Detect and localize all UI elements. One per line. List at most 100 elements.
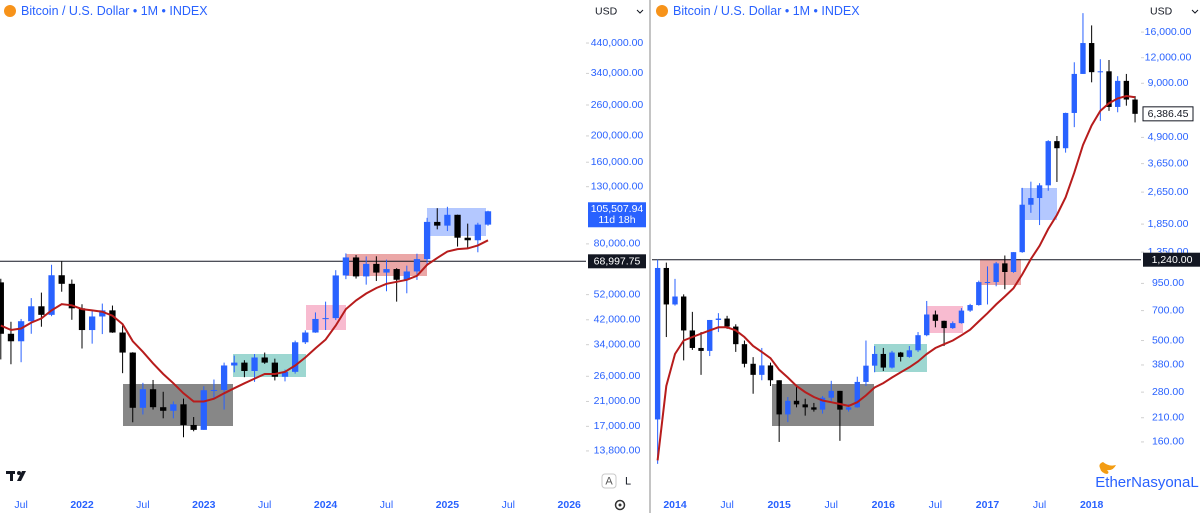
candle-body	[993, 263, 999, 283]
x-tick-label: Jul	[258, 499, 271, 511]
candle-body	[680, 296, 687, 331]
y-tick-label: 13,800.00	[594, 445, 641, 457]
candle-body	[363, 263, 370, 277]
candle-body	[423, 221, 431, 260]
candle-body	[89, 316, 96, 331]
candle-body	[261, 357, 268, 363]
zone-box	[927, 306, 963, 333]
candle-body	[271, 362, 278, 377]
y-tick-label: 9,000.00	[1148, 77, 1189, 89]
candle-body	[1123, 80, 1130, 100]
x-tick-label: 2017	[976, 499, 1000, 511]
candle-body	[733, 326, 739, 345]
candle-body	[828, 390, 834, 398]
candle-body	[663, 267, 670, 305]
candle-body	[880, 353, 887, 368]
price-line-label: 1,240.00	[1152, 254, 1193, 266]
y-tick-label: 700.00	[1152, 304, 1184, 316]
candle-body	[1054, 141, 1060, 149]
candle-body	[7, 333, 15, 342]
candle-body	[707, 319, 713, 351]
x-tick-label: Jul	[136, 499, 149, 511]
candle-body	[119, 332, 126, 353]
currency-selector: USD	[1150, 5, 1173, 17]
candle-body	[17, 321, 25, 342]
candle-body	[200, 390, 207, 430]
moving-average	[0, 239, 489, 403]
auto-scale-button[interactable]	[601, 473, 617, 489]
candle-body	[967, 305, 973, 311]
candle-body	[1036, 185, 1043, 199]
candle-body	[484, 211, 492, 225]
candle-body	[932, 314, 939, 321]
y-tick-label: 130,000.00	[591, 180, 644, 192]
watermark-text: EtherNasyonaL	[1095, 474, 1198, 491]
x-tick-label: 2026	[558, 499, 582, 511]
coin-icon	[656, 5, 668, 17]
candle-body	[322, 318, 329, 320]
candle-body	[383, 269, 390, 273]
x-tick-label: Jul	[380, 499, 393, 511]
candle-body	[950, 323, 956, 329]
y-tick-label: 16,000.00	[1145, 26, 1192, 38]
x-tick-label: Jul	[1033, 499, 1046, 511]
candle-body	[170, 404, 177, 411]
currency-chevron	[1191, 9, 1199, 14]
last-price-label: 6,386.45	[1148, 108, 1189, 120]
y-tick-label: 340,000.00	[591, 67, 644, 79]
coin-icon	[4, 5, 16, 17]
candle-body	[149, 389, 157, 408]
candle-body	[180, 404, 187, 425]
candles	[0, 206, 492, 438]
candle-body	[819, 397, 826, 410]
candle-body	[109, 310, 116, 333]
candle-body	[976, 282, 982, 306]
candle-body	[767, 365, 774, 381]
candle-body	[0, 282, 4, 334]
candle-body	[474, 224, 481, 241]
chart-title: Bitcoin / U.S. Dollar • 1M • INDEX	[673, 4, 860, 18]
y-tick-label: 280.00	[1152, 386, 1184, 398]
candle-body	[190, 424, 197, 430]
watermark-bird	[1099, 462, 1116, 474]
candle-body	[1106, 71, 1112, 107]
x-tick-label: 2023	[192, 499, 216, 511]
candle-body	[38, 306, 45, 315]
candle-body	[915, 335, 921, 351]
last-price-box	[588, 202, 646, 228]
candle-body	[1132, 99, 1138, 114]
candle-body	[924, 314, 930, 336]
candle-body	[403, 271, 410, 280]
candle-body	[811, 407, 817, 410]
candle-body	[871, 353, 878, 366]
x-tick-label: Jul	[929, 499, 942, 511]
countdown-label: 11d 18h	[598, 214, 635, 226]
candle-body	[129, 352, 136, 408]
tv-logo	[6, 471, 26, 481]
settings-icon[interactable]	[614, 499, 626, 511]
x-tick-label: Jul	[14, 499, 27, 511]
candle-body	[231, 362, 238, 366]
y-tick-label: 42,000.00	[594, 314, 641, 326]
y-tick-label: 52,000.00	[594, 288, 641, 300]
candle-body	[1097, 71, 1104, 73]
candle-body	[863, 365, 869, 382]
x-tick-label: Jul	[825, 499, 838, 511]
candle-body	[251, 357, 258, 371]
auto-scale-label[interactable]: A	[605, 475, 613, 487]
candle-body	[958, 310, 965, 324]
candle-body	[1019, 204, 1025, 253]
x-tick-label: Jul	[502, 499, 515, 511]
candle-body	[724, 318, 730, 327]
log-scale-label[interactable]: L	[625, 475, 631, 487]
candle-body	[241, 362, 248, 371]
candle-body	[210, 389, 218, 391]
y-tick-label: 950.00	[1152, 277, 1184, 289]
candle-body	[292, 342, 299, 372]
candle-body	[99, 310, 106, 317]
candle-body	[302, 332, 309, 343]
candle-body	[1028, 198, 1034, 205]
last-price-label: 105,507.94	[591, 203, 644, 215]
